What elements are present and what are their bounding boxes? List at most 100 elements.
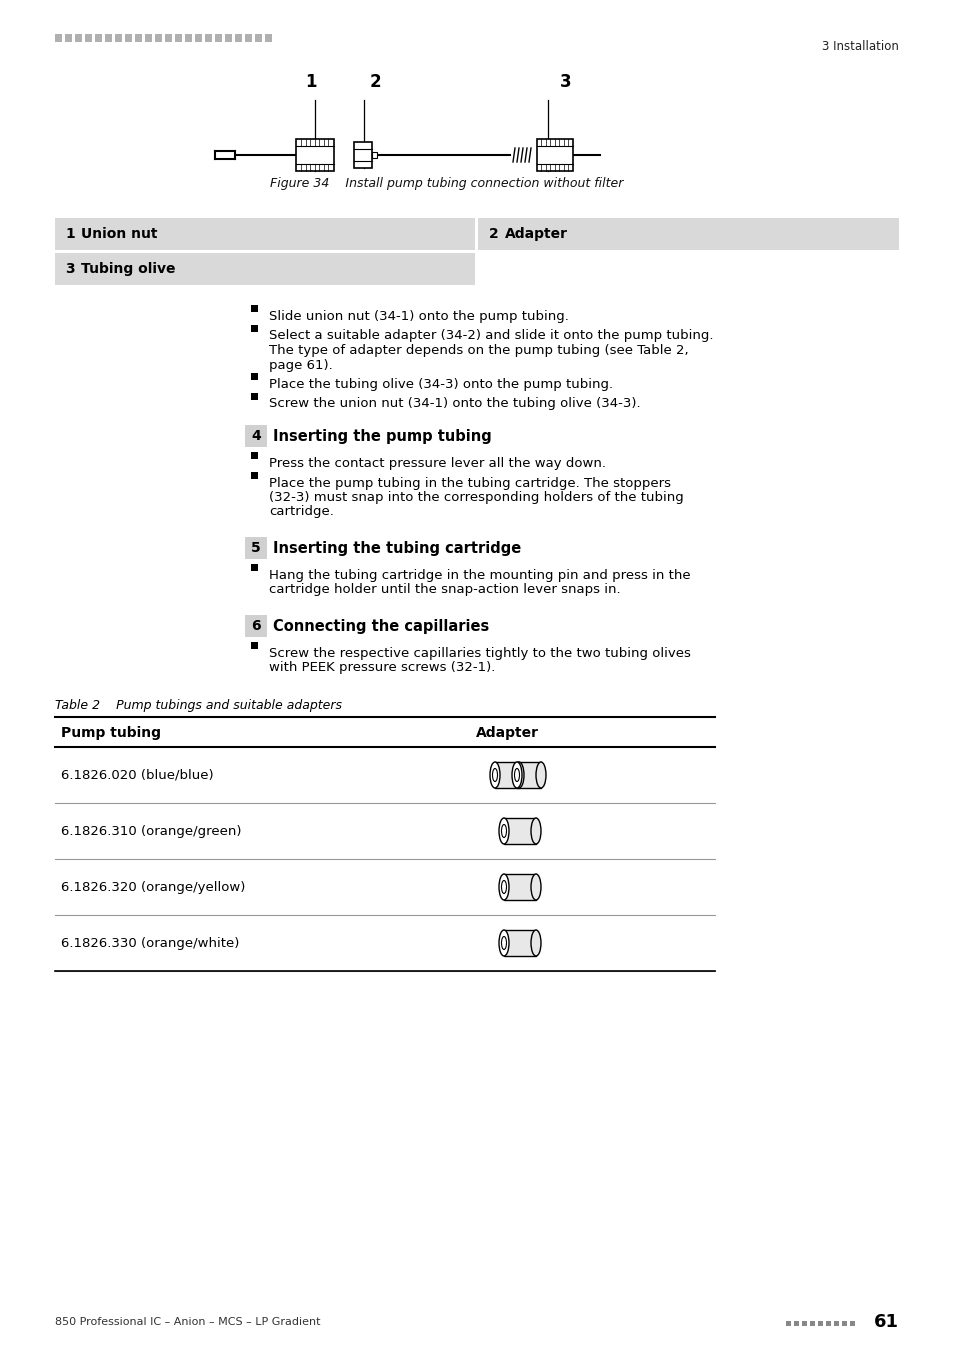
Ellipse shape xyxy=(501,937,506,949)
Bar xyxy=(225,34,232,42)
Text: 3 Installation: 3 Installation xyxy=(821,40,898,54)
Bar xyxy=(841,1322,846,1326)
Text: 6.1826.330 (orange/white): 6.1826.330 (orange/white) xyxy=(61,937,239,949)
Ellipse shape xyxy=(498,818,509,844)
Text: Place the tubing olive (34-3) onto the pump tubing.: Place the tubing olive (34-3) onto the p… xyxy=(269,378,613,392)
Ellipse shape xyxy=(531,818,540,844)
Ellipse shape xyxy=(501,880,506,894)
Text: Connecting the capillaries: Connecting the capillaries xyxy=(273,618,489,633)
Bar xyxy=(245,616,267,637)
Bar xyxy=(477,217,898,250)
Bar xyxy=(809,1322,814,1326)
Bar xyxy=(95,34,102,42)
Bar xyxy=(75,34,82,42)
Bar xyxy=(785,1322,790,1326)
Text: Table 2    Pump tubings and suitable adapters: Table 2 Pump tubings and suitable adapte… xyxy=(55,699,341,711)
Bar xyxy=(825,1322,830,1326)
Bar xyxy=(234,34,242,42)
Text: 3: 3 xyxy=(559,73,571,90)
Bar xyxy=(105,34,112,42)
Ellipse shape xyxy=(498,930,509,956)
Text: Inserting the pump tubing: Inserting the pump tubing xyxy=(273,428,491,444)
Bar xyxy=(185,34,192,42)
Text: Pump tubing: Pump tubing xyxy=(61,726,161,740)
Bar xyxy=(145,34,152,42)
Text: 2: 2 xyxy=(369,73,380,90)
Bar xyxy=(801,1322,806,1326)
Text: Slide union nut (34-1) onto the pump tubing.: Slide union nut (34-1) onto the pump tub… xyxy=(269,310,568,323)
Bar xyxy=(194,34,202,42)
Text: page 61).: page 61). xyxy=(269,359,333,371)
Text: 1: 1 xyxy=(65,227,74,242)
Text: (32-3) must snap into the corresponding holders of the tubing: (32-3) must snap into the corresponding … xyxy=(269,491,683,504)
Ellipse shape xyxy=(492,768,497,782)
Bar xyxy=(165,34,172,42)
Bar xyxy=(793,1322,799,1326)
Text: Screw the respective capillaries tightly to the two tubing olives: Screw the respective capillaries tightly… xyxy=(269,647,690,660)
Bar xyxy=(65,34,71,42)
Bar xyxy=(265,34,272,42)
Bar xyxy=(55,217,475,250)
Text: Press the contact pressure lever all the way down.: Press the contact pressure lever all the… xyxy=(269,458,605,470)
Bar xyxy=(85,34,91,42)
Bar xyxy=(154,34,162,42)
Bar xyxy=(55,252,475,285)
Bar xyxy=(251,305,257,312)
Ellipse shape xyxy=(498,873,509,900)
Text: 1: 1 xyxy=(305,73,316,90)
Bar xyxy=(251,324,257,332)
Bar xyxy=(125,34,132,42)
Text: 5: 5 xyxy=(251,541,260,555)
Text: 6.1826.320 (orange/yellow): 6.1826.320 (orange/yellow) xyxy=(61,880,245,894)
Bar xyxy=(295,139,334,171)
Text: cartridge holder until the snap-action lever snaps in.: cartridge holder until the snap-action l… xyxy=(269,583,620,597)
Bar xyxy=(254,34,262,42)
Ellipse shape xyxy=(490,761,499,788)
Bar xyxy=(135,34,142,42)
Text: 6.1826.020 (blue/blue): 6.1826.020 (blue/blue) xyxy=(61,768,213,782)
Bar xyxy=(245,425,267,447)
Bar xyxy=(251,564,257,571)
Bar xyxy=(354,142,372,167)
Bar xyxy=(174,34,182,42)
Text: Select a suitable adapter (34-2) and slide it onto the pump tubing.: Select a suitable adapter (34-2) and sli… xyxy=(269,329,713,343)
Ellipse shape xyxy=(531,930,540,956)
Bar xyxy=(251,373,257,379)
Text: 2: 2 xyxy=(489,227,498,242)
Text: Adapter: Adapter xyxy=(504,227,567,242)
Bar xyxy=(517,761,540,788)
Bar xyxy=(503,818,536,844)
Bar xyxy=(245,537,267,559)
Text: 6.1826.310 (orange/green): 6.1826.310 (orange/green) xyxy=(61,825,241,837)
Text: Figure 34    Install pump tubing connection without filter: Figure 34 Install pump tubing connection… xyxy=(270,177,622,189)
Bar xyxy=(55,34,62,42)
Text: Tubing olive: Tubing olive xyxy=(81,262,175,275)
Text: 4: 4 xyxy=(251,429,260,443)
Bar xyxy=(833,1322,838,1326)
Text: 850 Professional IC – Anion – MCS – LP Gradient: 850 Professional IC – Anion – MCS – LP G… xyxy=(55,1318,320,1327)
Ellipse shape xyxy=(514,768,519,782)
Bar xyxy=(372,153,376,158)
Bar xyxy=(503,930,536,956)
Ellipse shape xyxy=(501,825,506,837)
Text: Place the pump tubing in the tubing cartridge. The stoppers: Place the pump tubing in the tubing cart… xyxy=(269,477,670,490)
Bar xyxy=(245,34,252,42)
Bar xyxy=(817,1322,822,1326)
Text: Union nut: Union nut xyxy=(81,227,157,242)
Bar xyxy=(537,139,573,171)
Text: 61: 61 xyxy=(873,1314,898,1331)
Bar xyxy=(495,761,518,788)
Bar xyxy=(251,452,257,459)
Ellipse shape xyxy=(536,761,545,788)
Text: Inserting the tubing cartridge: Inserting the tubing cartridge xyxy=(273,540,520,555)
Ellipse shape xyxy=(514,761,523,788)
Bar xyxy=(849,1322,854,1326)
Text: Screw the union nut (34-1) onto the tubing olive (34-3).: Screw the union nut (34-1) onto the tubi… xyxy=(269,397,640,410)
Text: Hang the tubing cartridge in the mounting pin and press in the: Hang the tubing cartridge in the mountin… xyxy=(269,568,690,582)
Bar xyxy=(214,34,222,42)
Text: 3: 3 xyxy=(65,262,74,275)
Ellipse shape xyxy=(512,761,521,788)
Bar xyxy=(251,643,257,649)
Bar xyxy=(251,393,257,400)
Bar xyxy=(503,873,536,900)
